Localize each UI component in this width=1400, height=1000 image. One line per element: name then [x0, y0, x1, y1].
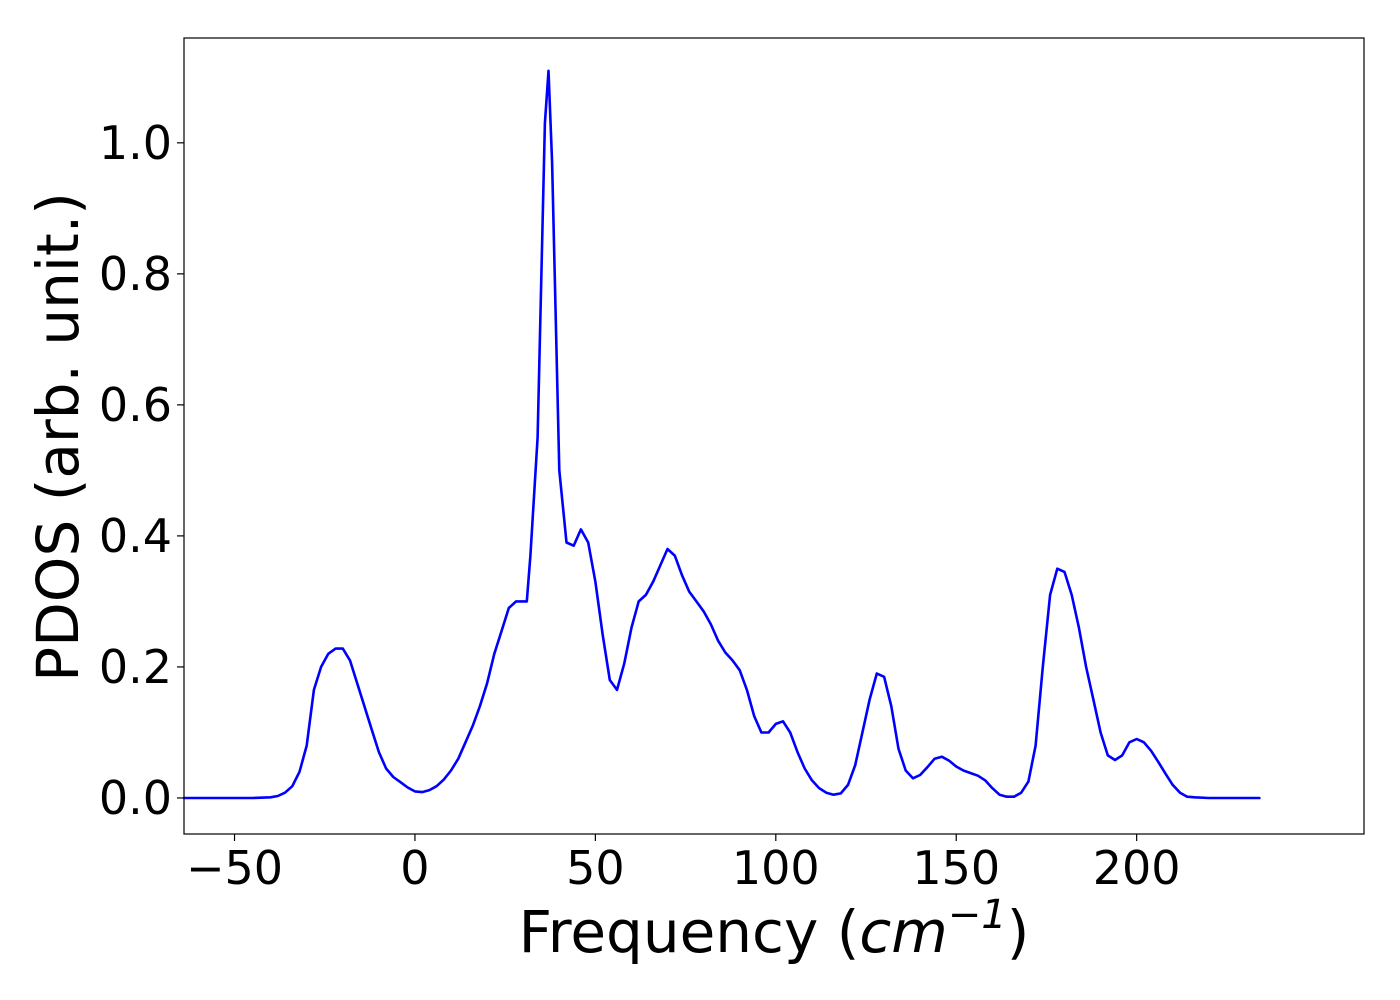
y-tick-label: 0.0	[99, 771, 172, 825]
y-tick-label: 1.0	[99, 116, 172, 170]
x-tick-label: −50	[186, 841, 283, 895]
x-axis-label-prefix: Frequency (	[519, 898, 860, 966]
y-tick-label: 0.2	[99, 640, 172, 694]
y-tick-label: 0.6	[99, 378, 172, 432]
y-tick-label: 0.4	[99, 509, 172, 563]
x-tick-label: 50	[566, 841, 625, 895]
x-axis-label: Frequency (cm−1)	[519, 892, 1030, 966]
x-tick-label: 100	[732, 841, 820, 895]
y-axis-ticks: 0.0 0.2 0.4 0.6 0.8 1.0	[99, 116, 184, 825]
x-axis-ticks: −50 0 50 100 150 200	[186, 834, 1181, 895]
x-tick-label: 200	[1093, 841, 1181, 895]
y-axis-label: PDOS (arb. unit.)	[24, 192, 92, 682]
x-axis-label-exponent: −1	[948, 892, 1007, 938]
x-axis-label-suffix: )	[1007, 898, 1030, 966]
x-axis-label-unit: cm	[859, 898, 947, 966]
plot-frame	[183, 37, 1365, 835]
pdos-series-line	[182, 69, 1261, 800]
x-tick-label: 0	[400, 841, 429, 895]
plot-background	[184, 38, 1364, 834]
y-tick-label: 0.8	[99, 247, 172, 301]
x-tick-label: 150	[912, 841, 1000, 895]
